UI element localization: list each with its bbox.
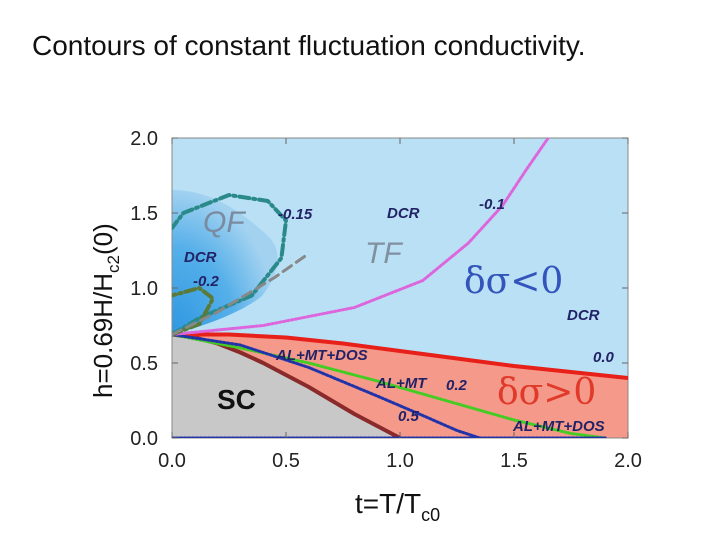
sc-label: SC xyxy=(217,384,256,415)
series-line-qf-tf-crossover xyxy=(172,252,311,336)
x-tick-label: 2.0 xyxy=(614,450,642,472)
x-tick-labels: 0.0 0.5 1.0 1.5 2.0 xyxy=(158,450,642,472)
y-tick-label: 2.0 xyxy=(130,128,158,150)
x-tick-label: 1.0 xyxy=(386,450,414,472)
axis-ticks xyxy=(171,137,629,439)
almtdos-label-top: AL+MT+DOS xyxy=(275,347,368,364)
series-line-0-2-contour xyxy=(172,333,482,438)
x-tick-label: 0.5 xyxy=(272,450,300,472)
x-axis-label-sub: c0 xyxy=(421,505,440,525)
y-axis-label-main: h=0.69H/H xyxy=(88,273,118,398)
y-tick-label: 0.5 xyxy=(130,353,158,375)
almtdos-label-bottom: AL+MT+DOS xyxy=(512,418,605,435)
series-line--0-2-contour xyxy=(172,286,215,337)
dcr-label-right: DCR xyxy=(567,307,600,324)
dcr-label-qf: DCR xyxy=(184,249,217,266)
x-axis-label: t=T/Tc0 xyxy=(355,488,440,525)
contour-label-0-2: 0.2 xyxy=(446,377,468,394)
y-tick-labels: 0.0 0.5 1.0 1.5 2.0 xyxy=(130,128,158,450)
series-line-0-0-contour xyxy=(172,332,628,380)
y-axis-label-tail: (0) xyxy=(88,223,118,255)
y-tick-label: 1.0 xyxy=(130,278,158,300)
x-axis-label-main: t=T/T xyxy=(355,488,421,519)
y-tick-label: 0.0 xyxy=(130,428,158,450)
y-axis-label-sub: c2 xyxy=(104,255,123,273)
series-line--0-15-contour xyxy=(172,193,288,337)
series-line-al-mt-dos xyxy=(172,333,607,438)
qf-label: QF xyxy=(203,206,246,239)
y-axis-label: h=0.69H/Hc2(0) xyxy=(88,223,123,398)
contour-lines xyxy=(172,138,628,438)
positive-region-label: δσ>0 xyxy=(497,372,596,413)
slide-title: Contours of constant fluctuation conduct… xyxy=(32,30,586,61)
contour-label-0-0: 0.0 xyxy=(593,349,615,366)
x-tick-label: 0.0 xyxy=(158,450,186,472)
quantum-region xyxy=(172,190,278,334)
tf-label: TF xyxy=(365,237,403,270)
negative-region-label: δσ<0 xyxy=(464,261,563,302)
y-tick-label: 1.5 xyxy=(130,203,158,225)
x-tick-label: 1.5 xyxy=(500,450,528,472)
series-line--0-1-contour xyxy=(172,138,550,336)
almt-label: AL+MT xyxy=(375,375,428,392)
contour-label-minus-0-2: -0.2 xyxy=(193,273,220,290)
contour-label-0-5: 0.5 xyxy=(398,408,420,425)
superconducting-region xyxy=(172,334,400,438)
dcr-label-mid: DCR xyxy=(387,205,420,222)
contour-label-minus-0-15: -0.15 xyxy=(278,206,313,223)
contour-label-minus-0-1: -0.1 xyxy=(479,196,505,213)
